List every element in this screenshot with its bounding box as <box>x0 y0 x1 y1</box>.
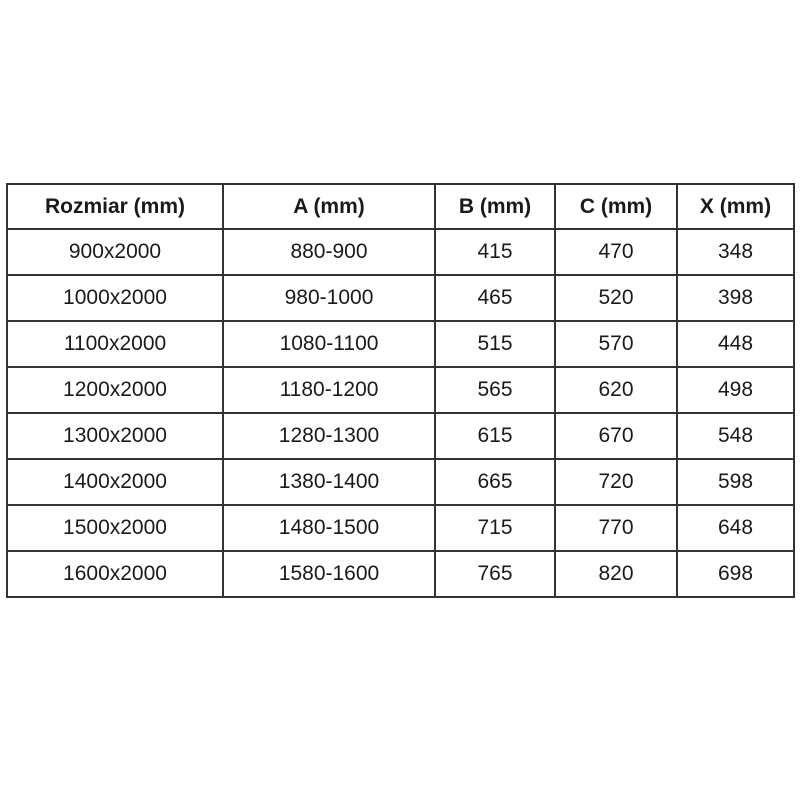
table-row: 1400x2000 1380-1400 665 720 598 <box>6 458 795 506</box>
column-header: X (mm) <box>676 183 795 230</box>
table-cell: 598 <box>676 458 795 506</box>
table-cell: 498 <box>676 366 795 414</box>
table-cell: 1200x2000 <box>6 366 224 414</box>
table-row: 1300x2000 1280-1300 615 670 548 <box>6 412 795 460</box>
table-cell: 398 <box>676 274 795 322</box>
table-cell: 880-900 <box>222 228 436 276</box>
table-cell: 448 <box>676 320 795 368</box>
table-cell: 415 <box>434 228 556 276</box>
table-cell: 980-1000 <box>222 274 436 322</box>
table-row: 1500x2000 1480-1500 715 770 648 <box>6 504 795 552</box>
table-cell: 615 <box>434 412 556 460</box>
table-cell: 1080-1100 <box>222 320 436 368</box>
table-row: 1200x2000 1180-1200 565 620 498 <box>6 366 795 414</box>
table-cell: 1380-1400 <box>222 458 436 506</box>
table-cell: 900x2000 <box>6 228 224 276</box>
table-row: 1100x2000 1080-1100 515 570 448 <box>6 320 795 368</box>
table-row: 1000x2000 980-1000 465 520 398 <box>6 274 795 322</box>
table-cell: 520 <box>554 274 678 322</box>
table-cell: 1100x2000 <box>6 320 224 368</box>
table-cell: 665 <box>434 458 556 506</box>
table-cell: 1500x2000 <box>6 504 224 552</box>
table-cell: 648 <box>676 504 795 552</box>
table-cell: 1580-1600 <box>222 550 436 598</box>
table-cell: 1480-1500 <box>222 504 436 552</box>
table-cell: 698 <box>676 550 795 598</box>
column-header: A (mm) <box>222 183 436 230</box>
table-cell: 1280-1300 <box>222 412 436 460</box>
table-cell: 1600x2000 <box>6 550 224 598</box>
table-cell: 820 <box>554 550 678 598</box>
table-row: 900x2000 880-900 415 470 348 <box>6 228 795 276</box>
table-cell: 720 <box>554 458 678 506</box>
table-cell: 1000x2000 <box>6 274 224 322</box>
table-row: 1600x2000 1580-1600 765 820 698 <box>6 550 795 598</box>
table-cell: 770 <box>554 504 678 552</box>
column-header: B (mm) <box>434 183 556 230</box>
table-cell: 570 <box>554 320 678 368</box>
column-header: Rozmiar (mm) <box>6 183 224 230</box>
table-cell: 620 <box>554 366 678 414</box>
size-spec-table: Rozmiar (mm) A (mm) B (mm) C (mm) X (mm) 900… <box>6 183 795 598</box>
table-cell: 565 <box>434 366 556 414</box>
table-cell: 465 <box>434 274 556 322</box>
table-cell: 1180-1200 <box>222 366 436 414</box>
table-cell: 470 <box>554 228 678 276</box>
table-cell: 715 <box>434 504 556 552</box>
table-cell: 548 <box>676 412 795 460</box>
column-header: C (mm) <box>554 183 678 230</box>
table-cell: 670 <box>554 412 678 460</box>
header-row: Rozmiar (mm) A (mm) B (mm) C (mm) X (mm) <box>6 183 795 230</box>
table-cell: 1400x2000 <box>6 458 224 506</box>
table-cell: 765 <box>434 550 556 598</box>
table-cell: 348 <box>676 228 795 276</box>
table-cell: 515 <box>434 320 556 368</box>
table-cell: 1300x2000 <box>6 412 224 460</box>
